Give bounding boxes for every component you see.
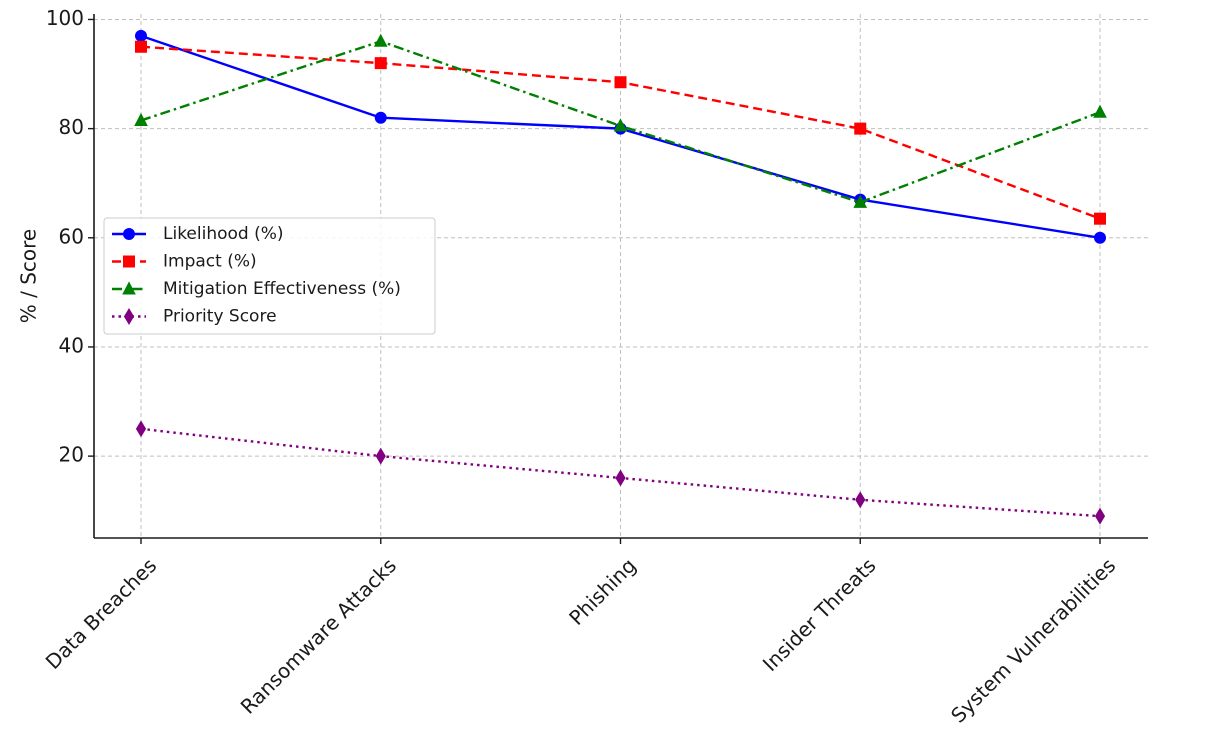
data-point <box>375 447 386 465</box>
data-point <box>374 111 387 124</box>
legend-label: Mitigation Effectiveness (%) <box>163 279 401 299</box>
series-diamond <box>135 420 1106 525</box>
legend-marker <box>123 308 135 325</box>
x-ticks: Data Breaches Ransomware Attacks Phishing I… <box>41 538 1120 728</box>
y-tick-label: 80 <box>59 115 84 139</box>
y-axis-label: % / Score <box>17 229 41 323</box>
data-point <box>1093 104 1107 118</box>
series <box>134 29 1107 525</box>
legend-entry[interactable]: Likelihood (%) <box>112 224 284 244</box>
x-tick-label: Insider Threats <box>758 553 881 676</box>
data-point <box>1094 212 1106 225</box>
legend-box <box>103 217 436 335</box>
x-tick-label: System Vulnerabilities <box>946 553 1120 727</box>
x-tick-label: Phishing <box>564 553 641 630</box>
data-point <box>374 57 387 70</box>
legend-label: Priority Score <box>163 307 277 327</box>
legend-marker <box>122 281 136 295</box>
data-point <box>1094 507 1106 525</box>
legend-label: Impact (%) <box>163 252 257 272</box>
x-tick-label: Ransomware Attacks <box>236 553 401 718</box>
y-tick-label: 60 <box>59 224 84 248</box>
legend-label: Likelihood (%) <box>163 224 284 244</box>
y-ticks: 20 40 60 80 100 <box>46 6 94 467</box>
series-triangle <box>134 33 1107 208</box>
data-point <box>135 420 147 438</box>
data-point <box>134 112 148 126</box>
legend-marker <box>123 255 135 268</box>
data-point <box>855 491 866 509</box>
legend-entry[interactable]: Priority Score <box>112 307 277 327</box>
legend-marker <box>123 228 135 240</box>
data-point <box>853 194 868 208</box>
legend-entry[interactable]: Mitigation Effectiveness (%) <box>112 279 401 299</box>
x-tick-label: Data Breaches <box>41 553 162 674</box>
data-point <box>614 76 627 89</box>
series-square <box>135 40 1106 225</box>
data-point <box>373 33 388 47</box>
data-point <box>135 40 147 53</box>
data-point <box>1094 231 1106 244</box>
data-point <box>613 118 628 132</box>
data-point <box>135 29 147 42</box>
legend[interactable]: Likelihood (%) Impact (%) Mitigation Effec… <box>103 217 436 335</box>
legend-entry[interactable]: Impact (%) <box>112 252 257 272</box>
data-point <box>854 122 867 135</box>
y-tick-label: 40 <box>59 333 84 357</box>
y-tick-label: 20 <box>59 443 84 467</box>
data-point <box>615 469 626 487</box>
y-tick-label: 100 <box>46 6 84 30</box>
